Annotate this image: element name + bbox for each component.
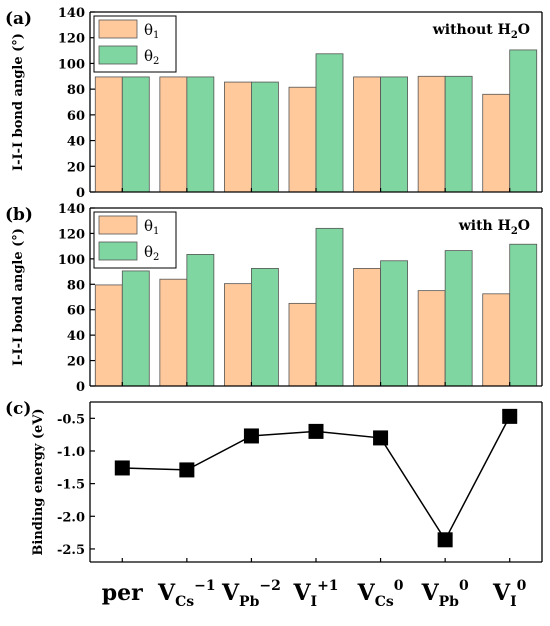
panel-a-bar-theta1 [482, 93, 511, 193]
panel-c-y-tick-label: -2.5 [57, 543, 85, 558]
panel-b-y-tick-label: 100 [58, 253, 85, 268]
panel-b-legend-swatch-theta2 [98, 241, 138, 261]
panel-a-y-tick-label: 100 [58, 57, 85, 72]
panel-c-point-marker [308, 423, 324, 439]
panel-c-point-marker [373, 430, 389, 446]
panel-b-legend-swatch-theta1 [98, 215, 138, 235]
panel-b-legend-entry-theta1: θ1 [144, 217, 159, 237]
x-tick-label: VI0 [492, 578, 527, 610]
panel-b-ylabel: I-I-I bond angle (°) [11, 228, 26, 366]
panel-a-bar-theta1 [417, 75, 446, 193]
panel-b-y-tick-label: 120 [58, 227, 85, 242]
panel-c-y-tick-label: -2.0 [57, 510, 85, 525]
panel-b-bar-theta1 [159, 278, 188, 387]
panel-c-point-marker [179, 462, 195, 478]
panel-b-bar-theta1 [417, 290, 446, 387]
panel-a-bar-theta2 [251, 81, 279, 193]
panel-a-y-tick-label: 40 [67, 135, 85, 150]
panel-c-point-marker [437, 532, 453, 548]
panel-b-y-tick-label: 80 [67, 278, 85, 293]
panel-c-point-marker [502, 408, 518, 424]
panel-b-y-tick-label: 20 [67, 355, 85, 370]
panel-a-bar-theta2 [315, 53, 344, 193]
x-tick-label: VPb−2 [221, 578, 281, 610]
panel-c-point-marker [243, 428, 259, 444]
x-tick-label: VI+1 [292, 578, 338, 610]
panel-b-bar-theta1 [353, 267, 381, 387]
panel-b-bar-theta2 [315, 227, 344, 387]
panel-b-bar-theta1 [482, 293, 511, 387]
panel-a-label: (a) [5, 9, 32, 29]
panel-a-bar-theta2 [509, 49, 538, 193]
panel-b-bar-theta2 [186, 254, 215, 387]
panel-a-bar-theta1 [224, 81, 252, 193]
panel-a-bar-theta2 [121, 76, 150, 193]
panel-b-label: (b) [5, 205, 33, 225]
panel-c-y-tick-label: -1.5 [57, 478, 85, 493]
panel-a-bar-theta1 [353, 76, 381, 193]
x-tick-label: VCs−1 [157, 578, 216, 610]
panel-a-annotation: without H2O [432, 22, 530, 41]
panel-b-y-tick-label: 140 [58, 202, 85, 217]
panel-a-bar-theta2 [186, 76, 215, 193]
panel-b-bar-theta2 [444, 250, 473, 387]
panel-a-bar-theta1 [159, 76, 188, 193]
panel-c-label: (c) [5, 399, 31, 419]
panel-a-y-tick-label: 60 [67, 109, 85, 124]
panel-b-bar-theta1 [94, 284, 123, 387]
panel-a-legend-swatch-theta2 [98, 45, 138, 65]
panel-a-bar-theta2 [380, 76, 408, 193]
panel-b-annotation: with H2O [458, 218, 530, 237]
panel-a-legend-swatch-theta1 [98, 19, 138, 39]
panel-b-bar-theta2 [121, 270, 150, 387]
panel-a-y-tick-label: 20 [67, 160, 85, 175]
panel-a-y-tick-label: 120 [58, 32, 85, 47]
panel-b-bar-theta2 [380, 260, 408, 387]
panel-c-point-marker [114, 460, 130, 476]
x-tick-label: per [102, 580, 143, 606]
panel-b-bar-theta1 [224, 283, 252, 387]
panel-a-legend-entry-theta1: θ1 [144, 21, 159, 41]
panel-b-bar-theta2 [251, 267, 279, 387]
panel-c-y-tick-label: -1.0 [57, 445, 85, 460]
panel-b-bar-theta2 [509, 243, 538, 387]
panel-a-bar-theta1 [94, 76, 123, 193]
panel-a-y-tick-label: 140 [58, 6, 85, 21]
panel-a-bar-theta2 [444, 75, 473, 193]
panel-a-bar-theta1 [288, 86, 317, 193]
panel-a-y-tick-label: 0 [76, 186, 85, 201]
panel-c-ylabel: Binding energy (eV) [31, 408, 46, 555]
panel-b-y-tick-label: 40 [67, 329, 85, 344]
x-tick-label: VCs0 [357, 578, 404, 610]
panel-b-y-tick-label: 0 [76, 380, 85, 395]
panel-b-y-tick-label: 60 [67, 304, 85, 319]
panel-b-bar-theta1 [288, 302, 317, 387]
panel-a-legend-entry-theta2: θ2 [144, 47, 159, 67]
panel-c-y-tick-label: -0.5 [57, 412, 85, 427]
x-tick-label: VPb0 [421, 578, 469, 610]
panel-b-legend-entry-theta2: θ2 [144, 243, 159, 263]
panel-a-y-tick-label: 80 [67, 83, 85, 98]
panel-a-ylabel: I-I-I bond angle (°) [11, 33, 26, 171]
